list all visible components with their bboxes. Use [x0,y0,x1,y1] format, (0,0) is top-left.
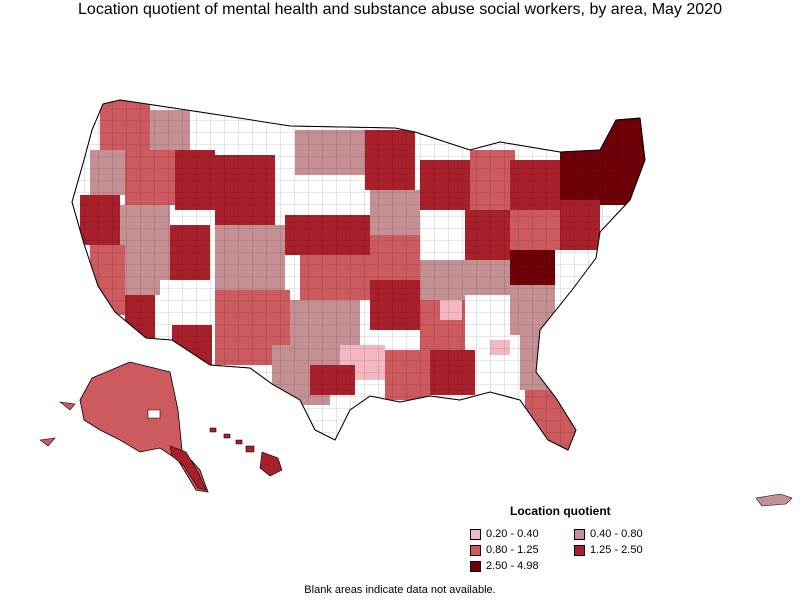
map-area [147,409,161,419]
map-area [39,401,76,447]
us-outline-stroke [71,99,646,451]
legend-item: 0.40 - 0.80 [574,528,643,540]
legend-label: 1.25 - 2.50 [590,544,643,556]
legend-item: 1.25 - 2.50 [574,544,643,556]
map-title: Location quotient of mental health and s… [78,1,722,18]
legend-label: 2.50 - 4.98 [486,560,539,572]
legend-swatch [574,528,585,540]
hawaii [209,427,283,477]
legend-swatch [470,544,481,556]
legend-label: 0.80 - 1.25 [486,544,539,556]
legend-swatch [470,560,481,572]
map-area [755,493,793,507]
map-area [209,427,255,453]
legend-swatch [574,544,585,556]
footnote: Blank areas indicate data not available. [304,584,496,596]
puerto-rico [755,493,793,507]
alaska [39,361,209,493]
legend-swatch [470,528,481,540]
map-area [259,451,283,477]
map-legend: Location quotient 0.20 - 0.40 0.40 - 0.8… [470,504,700,576]
legend-item: 0.20 - 0.40 [470,528,539,540]
legend-item: 2.50 - 4.98 [470,560,539,572]
legend-title: Location quotient [510,504,611,518]
legend-label: 0.40 - 0.80 [590,528,643,540]
map-area [79,361,209,493]
map-area [169,445,207,491]
legend-item: 0.80 - 1.25 [470,544,539,556]
legend-label: 0.20 - 0.40 [486,528,539,540]
